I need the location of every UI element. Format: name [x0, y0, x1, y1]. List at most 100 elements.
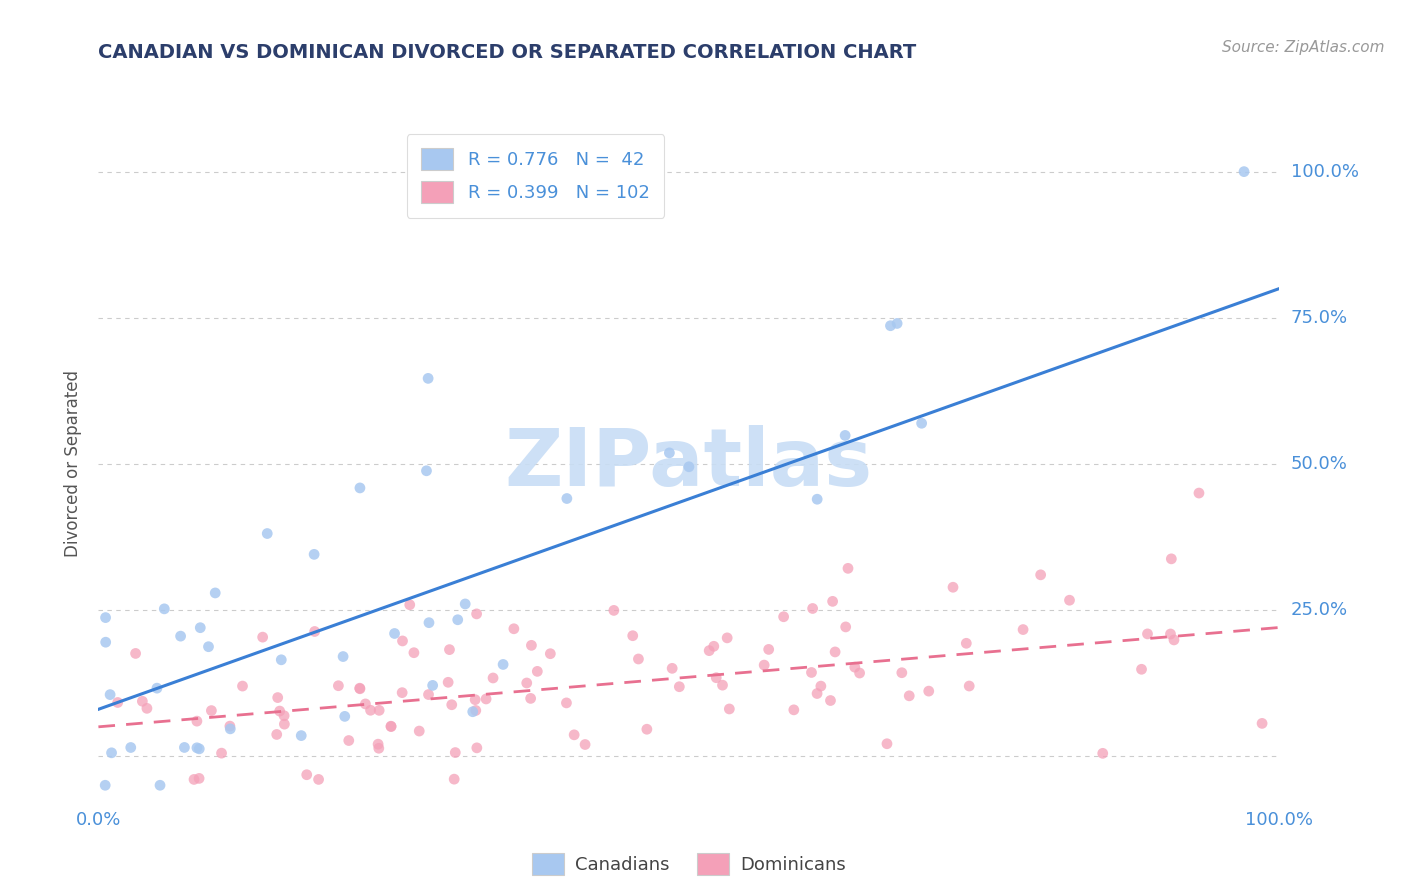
- Point: [186, 740, 208, 755]
- Text: ZIPatlas: ZIPatlas: [505, 425, 873, 503]
- Point: [135, 701, 157, 715]
- Point: [519, 691, 541, 706]
- Point: [1251, 716, 1274, 731]
- Point: [211, 746, 233, 760]
- Point: [886, 317, 908, 331]
- Point: [658, 446, 681, 460]
- Point: [1130, 662, 1153, 676]
- Point: [124, 647, 146, 661]
- Point: [754, 658, 776, 673]
- Point: [844, 660, 866, 674]
- Point: [526, 665, 548, 679]
- Point: [661, 661, 683, 675]
- Point: [1012, 623, 1035, 637]
- Point: [384, 626, 406, 640]
- Point: [1059, 593, 1081, 607]
- Point: [391, 634, 413, 648]
- Point: [482, 671, 505, 685]
- Point: [332, 649, 354, 664]
- Point: [1029, 567, 1052, 582]
- Point: [627, 652, 650, 666]
- Point: [834, 428, 856, 442]
- Point: [418, 615, 440, 630]
- Point: [1188, 486, 1211, 500]
- Point: [555, 491, 578, 506]
- Point: [367, 741, 389, 756]
- Point: [918, 684, 941, 698]
- Point: [107, 696, 129, 710]
- Point: [718, 702, 741, 716]
- Point: [391, 686, 413, 700]
- Point: [146, 681, 169, 695]
- Point: [98, 688, 121, 702]
- Point: [422, 678, 444, 692]
- Point: [555, 696, 578, 710]
- Point: [783, 703, 806, 717]
- Point: [562, 728, 585, 742]
- Point: [461, 705, 484, 719]
- Point: [349, 481, 371, 495]
- Point: [153, 602, 176, 616]
- Point: [465, 607, 488, 621]
- Point: [231, 679, 253, 693]
- Point: [186, 714, 208, 728]
- Point: [834, 620, 856, 634]
- Point: [574, 738, 596, 752]
- Point: [349, 681, 371, 696]
- Point: [464, 703, 486, 717]
- Point: [437, 675, 460, 690]
- Point: [898, 689, 921, 703]
- Point: [131, 694, 153, 708]
- Point: [1159, 627, 1181, 641]
- Point: [447, 613, 470, 627]
- Point: [758, 642, 780, 657]
- Point: [290, 729, 312, 743]
- Point: [94, 778, 117, 792]
- Point: [267, 690, 290, 705]
- Point: [516, 676, 538, 690]
- Point: [821, 594, 844, 608]
- Point: [464, 692, 486, 706]
- Point: [697, 643, 720, 657]
- Point: [349, 681, 371, 696]
- Point: [354, 697, 377, 711]
- Point: [219, 722, 242, 736]
- Point: [810, 679, 832, 693]
- Point: [188, 772, 211, 786]
- Point: [120, 740, 142, 755]
- Point: [418, 688, 440, 702]
- Point: [475, 692, 498, 706]
- Point: [443, 772, 465, 786]
- Point: [402, 646, 425, 660]
- Point: [270, 653, 292, 667]
- Text: 75.0%: 75.0%: [1291, 309, 1348, 326]
- Point: [806, 492, 828, 507]
- Point: [149, 778, 172, 792]
- Point: [304, 624, 326, 639]
- Legend: Canadians, Dominicans: Canadians, Dominicans: [524, 846, 853, 882]
- Point: [465, 740, 488, 755]
- Point: [183, 772, 205, 787]
- Point: [219, 719, 242, 733]
- Point: [678, 459, 700, 474]
- Point: [848, 666, 870, 681]
- Point: [100, 746, 122, 760]
- Point: [398, 598, 420, 612]
- Point: [380, 720, 402, 734]
- Point: [1233, 164, 1256, 178]
- Point: [204, 586, 226, 600]
- Point: [879, 318, 901, 333]
- Point: [910, 417, 932, 431]
- Point: [266, 727, 288, 741]
- Point: [703, 640, 725, 654]
- Point: [367, 737, 389, 751]
- Point: [173, 740, 195, 755]
- Point: [502, 622, 524, 636]
- Point: [337, 733, 360, 747]
- Point: [1160, 552, 1182, 566]
- Point: [1136, 627, 1159, 641]
- Point: [169, 629, 191, 643]
- Point: [955, 636, 977, 650]
- Point: [876, 737, 898, 751]
- Text: CANADIAN VS DOMINICAN DIVORCED OR SEPARATED CORRELATION CHART: CANADIAN VS DOMINICAN DIVORCED OR SEPARA…: [98, 44, 917, 62]
